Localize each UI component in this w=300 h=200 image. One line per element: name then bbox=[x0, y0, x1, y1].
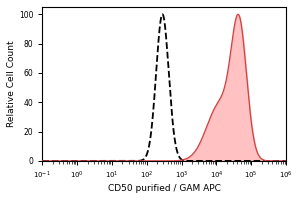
X-axis label: CD50 purified / GAM APC: CD50 purified / GAM APC bbox=[108, 184, 220, 193]
Y-axis label: Relative Cell Count: Relative Cell Count bbox=[7, 41, 16, 127]
